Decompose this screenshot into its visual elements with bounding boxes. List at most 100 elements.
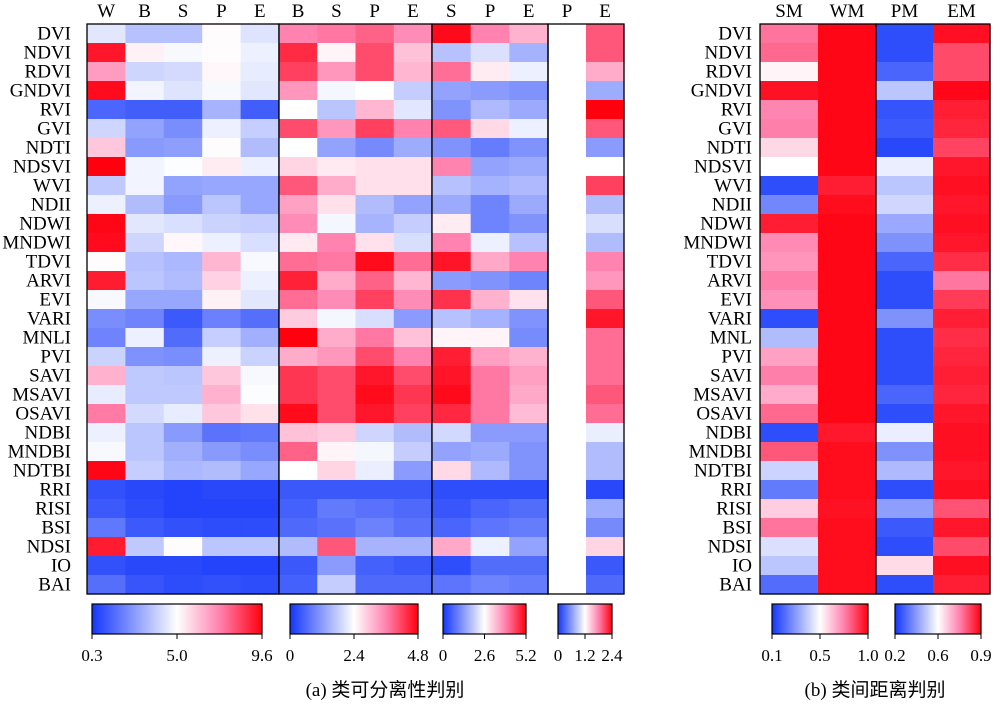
heatmap-cell [393,537,433,557]
heatmap-cell [509,461,549,481]
heatmap-cell [876,537,934,557]
heatmap-cell [876,556,934,576]
colorbar: 0 2.6 5.2 [439,603,537,665]
heatmap-cell [240,366,280,386]
heatmap-cell [163,233,203,253]
heatmap-cell [876,575,934,595]
heatmap-cell [355,366,395,386]
heatmap-panel-1: DVINDVIRDVIGNDVIRVIGVINDTINDSVIWVINDIIND… [2,1,625,701]
heatmap-cell [163,347,203,367]
heatmap-cell [125,404,165,424]
column-label: E [523,1,535,22]
heatmap-cell [432,290,472,310]
heatmap-cell [876,518,934,538]
heatmap-cell [87,252,126,272]
heatmap-cell [202,480,242,500]
heatmap-cell [355,347,395,367]
heatmap-cell [279,575,318,595]
heatmap-cell [202,62,242,82]
heatmap-cell [933,347,991,367]
heatmap-cell [432,62,472,82]
heatmap-cell [586,385,625,405]
heatmap-cell [317,214,357,234]
heatmap-cell [355,385,395,405]
colorbar: 0.3 5.0 9.6 [81,603,273,665]
column-label: E [254,1,266,22]
heatmap-cell [202,81,242,101]
heatmap-cell [470,138,510,158]
column-label: SM [775,1,803,22]
heatmap-cell [470,556,510,576]
heatmap-cell [760,442,819,462]
heatmap-cell [279,499,318,519]
heatmap-cell [87,62,126,82]
heatmap-cell [760,195,819,215]
heatmap-cell [125,138,165,158]
heatmap-cell [432,81,472,101]
heatmap-cell [470,290,510,310]
heatmap-cell [87,100,126,120]
heatmap-cell [818,537,877,557]
heatmap-cell [393,499,433,519]
heatmap-cell [470,119,510,139]
heatmap-cell [163,499,203,519]
heatmap-cell [432,385,472,405]
heatmap-cell [125,157,165,177]
heatmap-cell [163,404,203,424]
heatmap-cell [317,252,357,272]
colorbar: 0 1.2 2.4 [554,603,623,665]
heatmap-cell [509,385,549,405]
heatmap-cell [163,442,203,462]
heatmap-cell [818,366,877,386]
heatmap-cell [818,499,877,519]
heatmap-cell [933,404,991,424]
heatmap-cell [470,252,510,272]
heatmap-group: S P E 0 2.6 5.2 [431,1,549,665]
colorbar-tick-label: 2.6 [474,646,495,665]
heatmap-cell [760,176,819,196]
row-label: NDVI [705,43,753,64]
heatmap-cell [202,214,242,234]
heatmap-cell [818,575,877,595]
panel-caption: (a) 类可分离性判别 [306,679,465,701]
heatmap-cell [240,328,280,348]
heatmap-cell [432,575,472,595]
heatmap-cell [87,157,126,177]
column-label: EM [947,1,976,22]
heatmap-cell [279,43,318,63]
row-label: RDVI [25,62,71,83]
heatmap-cell [933,366,991,386]
heatmap-cell [355,423,395,443]
heatmap-cell [240,252,280,272]
heatmap-cell [393,252,433,272]
heatmap-cell [393,423,433,443]
heatmap-cell [355,252,395,272]
row-label: NDBI [25,423,71,444]
heatmap-cell [393,62,433,82]
row-label: SAVI [29,366,71,387]
heatmap-cell [760,480,819,500]
colorbar: 0.1 0.5 1.0 [761,603,879,665]
heatmap-cell [240,157,280,177]
heatmap-cell [432,347,472,367]
heatmap-cell [163,43,203,63]
heatmap-cell [432,423,472,443]
heatmap-cell [933,271,991,291]
heatmap-cell [355,233,395,253]
heatmap-cell [509,157,549,177]
heatmap-cell [202,43,242,63]
heatmap-cell [876,328,934,348]
heatmap-cell [202,24,242,44]
row-label: OSAVI [15,404,71,425]
column-label: E [407,1,419,22]
heatmap-cell [125,62,165,82]
heatmap-cell [876,233,934,253]
row-label: MNL [710,328,752,349]
heatmap-cell [933,43,991,63]
heatmap-cell [125,100,165,120]
heatmap-cell [470,347,510,367]
heatmap-cell [432,233,472,253]
heatmap-cell [163,385,203,405]
heatmap-cell [470,461,510,481]
row-label: MNDBI [689,442,752,463]
